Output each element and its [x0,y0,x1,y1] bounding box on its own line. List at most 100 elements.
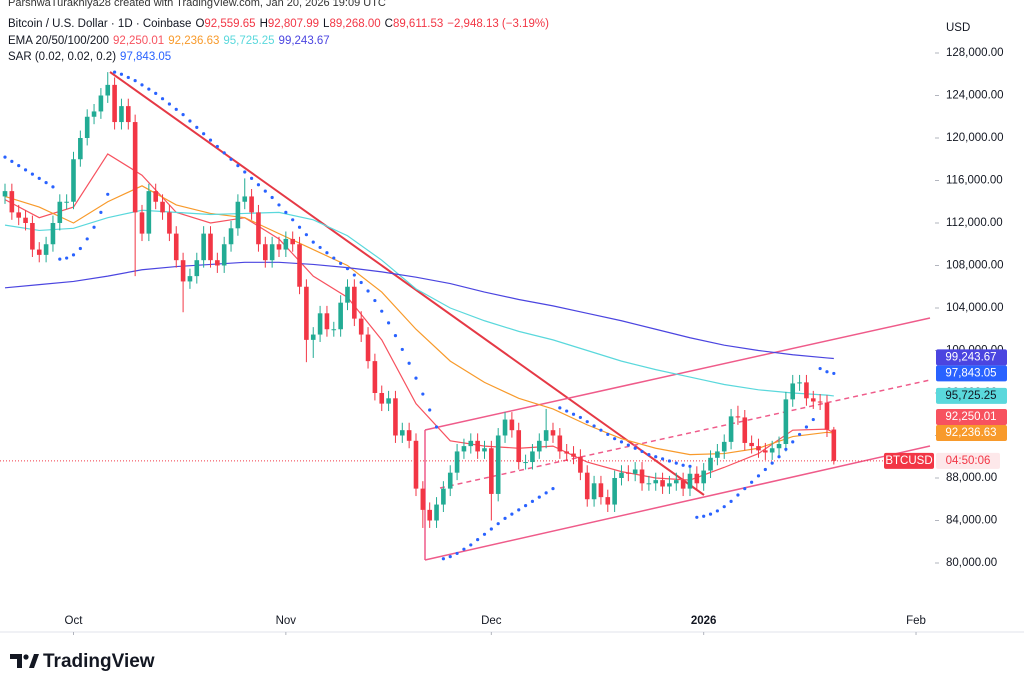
sar-dot [832,371,836,376]
candle-body [317,313,323,335]
candle-body [324,313,330,330]
candle-body [571,453,576,457]
candle-body [646,483,652,485]
sar-dot [818,366,822,371]
price-tag-label: 92,250.01 [945,411,996,423]
sar-dot [674,461,678,465]
sar-dot [469,543,473,547]
candle-body [215,260,220,266]
sar-dot [585,420,589,424]
candle-body [612,477,617,505]
candle-body [358,318,364,335]
candle-body [105,84,111,96]
candle-body [817,401,823,403]
candle-body [338,302,343,330]
x-tick-label: 2026 [691,615,717,627]
sar-dot [743,487,747,491]
sar-dot [270,195,274,200]
ohlc-letter: O [195,18,205,30]
sar-dot [708,512,713,516]
x-tick-label: Oct [65,615,84,627]
sar-dot [366,289,370,293]
ema-value: 99,243.67 [278,35,330,47]
sar-dot [784,447,788,451]
sar-dot [482,532,487,536]
sar-dot [318,245,322,250]
sar-dot [154,91,158,95]
sar-dot [393,334,398,338]
sar-dot [517,508,521,512]
price-tag-label: 99,243.67 [945,351,996,363]
candle-body [386,398,391,404]
candle-body [112,84,117,123]
sar-dot [3,155,7,159]
change: −2,948.13 (−3.19%) [447,18,549,30]
candle-body [509,419,515,431]
candle-body [810,398,816,402]
sar-dot [407,361,411,365]
candle-body [687,473,693,489]
candle-body [495,435,501,494]
sar-dot [160,97,165,101]
ohlc-value: 92,807.99 [267,18,320,30]
sar-dot [277,203,281,207]
candle-body [399,430,405,436]
candle-body [653,480,659,484]
candle-body [523,462,528,464]
candle-body [502,419,508,436]
candle-body [160,201,165,213]
candle-body [831,429,837,461]
candle-body [57,201,63,223]
candle-body [276,244,282,250]
sar-dot [414,376,418,380]
candle-body [64,201,69,203]
sar-dot [174,107,178,111]
candle-body [605,497,611,505]
sar-dot [339,261,343,265]
sar-dot [606,432,610,437]
candle-body [776,443,782,449]
candle-body [660,480,665,487]
sar-dot [85,237,89,241]
candle-body [9,191,15,213]
candle-body [304,286,309,340]
sar-dot [380,309,384,313]
sar-dot [373,298,377,303]
sar-dot [530,499,535,503]
candle-body [482,448,487,452]
sar-dot [386,321,391,325]
sar-dot [496,522,500,526]
candle-body [543,430,549,441]
logo-icon [10,654,22,668]
sar-dot [791,440,795,444]
sar-dot [777,455,781,459]
sar-dot [599,428,603,432]
ohlc-value: 92,559.65 [204,18,256,30]
candle-body [441,488,446,505]
candle-body [639,469,645,484]
trend-line [109,71,705,496]
sar-dot [750,480,754,484]
sar-value: 97,843.05 [120,51,172,63]
x-tick-label: Dec [481,615,502,627]
candle-body [797,382,802,384]
candle-body [468,440,474,447]
candle-body [119,106,124,123]
candle-body [413,440,419,489]
candle-body [84,116,90,138]
sar-dot [804,425,809,429]
candle-body [783,399,789,444]
candle-body [194,260,200,277]
ohlc-value: 89,611.53 [392,18,444,30]
sar-dot [455,551,459,556]
sar-dot [715,509,719,513]
sar-dot [558,406,562,410]
candle-body [578,456,583,473]
sar-dot [571,412,576,416]
ticker-tag [884,452,934,469]
sar-dot [119,72,124,76]
sar-dot [702,514,706,518]
sar-dot [208,138,213,142]
ohlc-letter: C [384,18,393,30]
